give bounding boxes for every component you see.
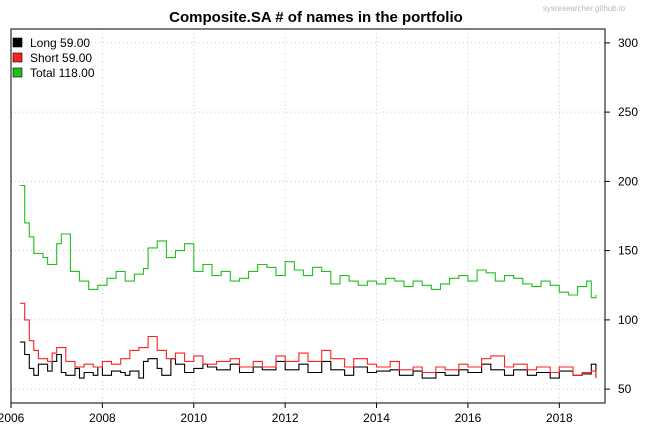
x-tick-label-1: 2008	[89, 411, 116, 425]
legend-label-short: Short 59.00	[30, 51, 92, 65]
chart-title: Composite.SA # of names in the portfolio	[169, 9, 463, 26]
y-tick-label-1: 100	[618, 313, 638, 327]
watermark: sysresearcher.github.io	[543, 4, 626, 13]
y-tick-label-5: 300	[618, 36, 638, 50]
plot-frame	[10, 28, 606, 404]
y-tick-label-4: 250	[618, 105, 638, 119]
legend-swatch-long	[12, 37, 23, 48]
legend-label-long: Long 59.00	[30, 36, 90, 50]
x-tick-label-6: 2018	[546, 411, 573, 425]
series-line-total	[20, 184, 597, 299]
legend-label-total: Total 118.00	[30, 66, 95, 80]
y-tick-label-0: 50	[618, 382, 632, 396]
series-layer	[20, 184, 597, 379]
x-tick-label-2: 2010	[180, 411, 207, 425]
x-tick-label-4: 2014	[363, 411, 390, 425]
x-tick-label-5: 2016	[455, 411, 482, 425]
grid	[10, 29, 605, 403]
legend-swatch-short	[12, 52, 23, 63]
y-axis: 50 100 150 200 250 300	[605, 36, 638, 396]
legend-swatch-total	[12, 67, 23, 78]
x-axis: 2006 2008 2010 2012 2014 2016 2018	[0, 403, 573, 425]
x-tick-label-0: 2006	[0, 411, 25, 425]
y-tick-label-3: 200	[618, 174, 638, 188]
y-tick-label-2: 150	[618, 244, 638, 258]
series-line-short	[20, 302, 597, 379]
x-tick-label-3: 2012	[272, 411, 299, 425]
